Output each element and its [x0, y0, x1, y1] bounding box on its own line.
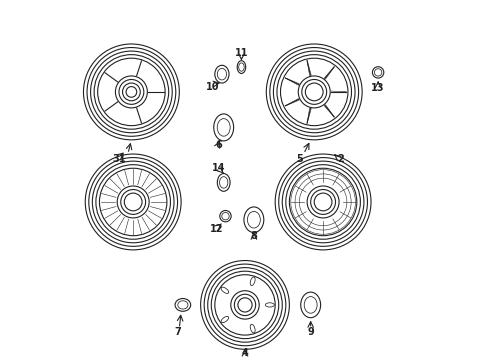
Text: 4: 4: [242, 348, 248, 358]
Text: 3: 3: [112, 154, 119, 165]
Text: 2: 2: [338, 154, 344, 165]
Text: 12: 12: [210, 224, 223, 234]
Text: 13: 13: [371, 84, 385, 93]
Text: 5: 5: [296, 154, 303, 165]
Text: 1: 1: [119, 154, 126, 165]
Text: 8: 8: [250, 231, 257, 241]
Text: 10: 10: [206, 82, 220, 91]
Text: 7: 7: [174, 327, 181, 337]
Text: 14: 14: [212, 163, 225, 173]
Text: 9: 9: [307, 327, 314, 337]
Text: 11: 11: [235, 48, 248, 58]
Text: 6: 6: [215, 140, 222, 150]
